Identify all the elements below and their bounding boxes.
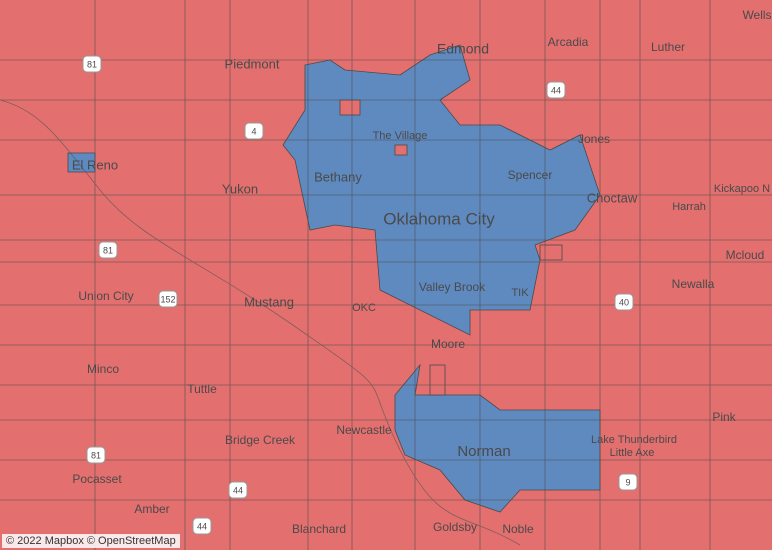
place-label: Yukon bbox=[222, 181, 258, 196]
shield-label: 44 bbox=[233, 485, 243, 495]
road-shield bbox=[614, 293, 634, 311]
place-label: Spencer bbox=[508, 168, 553, 182]
place-label: Amber bbox=[134, 502, 169, 516]
road-shield bbox=[228, 481, 248, 499]
place-label: The Village bbox=[373, 130, 428, 142]
road-shield bbox=[546, 81, 566, 99]
road-shield bbox=[98, 241, 118, 259]
place-label: Pocasset bbox=[72, 472, 122, 486]
place-label: Jones bbox=[578, 132, 610, 146]
place-label: Blanchard bbox=[292, 522, 346, 536]
road-shield bbox=[618, 473, 638, 491]
place-label: Kickapoo N bbox=[714, 183, 770, 195]
attribution: © 2022 Mapbox © OpenStreetMap bbox=[2, 534, 180, 548]
road-shield bbox=[86, 446, 106, 464]
place-label: Edmond bbox=[437, 41, 489, 57]
place-labels: Wells Edmond Arcadia Luther Piedmont El Reno T… bbox=[72, 8, 772, 536]
district bbox=[339, 99, 361, 116]
road-shield bbox=[158, 290, 178, 308]
place-label: Harrah bbox=[672, 201, 706, 213]
shield-label: 44 bbox=[551, 85, 561, 95]
place-label: Arcadia bbox=[548, 35, 589, 49]
road-shield bbox=[192, 517, 212, 535]
place-label: Newalla bbox=[672, 277, 715, 291]
river bbox=[0, 99, 521, 546]
place-label: El Reno bbox=[72, 157, 118, 172]
district bbox=[394, 144, 408, 156]
red-holes bbox=[339, 99, 563, 396]
place-label: Valley Brook bbox=[419, 280, 486, 294]
district bbox=[429, 364, 446, 396]
place-label: Bethany bbox=[314, 169, 362, 184]
shield-label: 81 bbox=[87, 59, 97, 69]
place-label: Bridge Creek bbox=[225, 433, 296, 447]
place-label: Norman bbox=[457, 443, 510, 460]
road-shield bbox=[82, 55, 102, 73]
place-label: Choctaw bbox=[587, 190, 638, 205]
place-label: Newcastle bbox=[336, 423, 392, 437]
place-label: Union City bbox=[78, 289, 133, 303]
place-label: Noble bbox=[502, 522, 534, 536]
district bbox=[539, 244, 563, 261]
place-label: TIK bbox=[511, 287, 529, 299]
place-label: Piedmont bbox=[225, 56, 280, 71]
okc-region bbox=[282, 44, 601, 336]
shield-label: 81 bbox=[91, 450, 101, 460]
shield-label: 152 bbox=[160, 294, 175, 304]
place-label: Minco bbox=[87, 362, 119, 376]
road-shield bbox=[244, 122, 264, 140]
place-label: OKC bbox=[352, 302, 376, 314]
place-label: Oklahoma City bbox=[383, 209, 495, 228]
place-label: Mustang bbox=[244, 294, 294, 309]
place-label: Pink bbox=[712, 410, 736, 424]
shield-label: 9 bbox=[625, 477, 630, 487]
blue-districts bbox=[67, 44, 601, 513]
shield-label: 4 bbox=[251, 126, 256, 136]
place-label: Lake Thunderbird bbox=[591, 434, 677, 446]
place-label: Mcloud bbox=[726, 248, 765, 262]
shield-label: 81 bbox=[103, 245, 113, 255]
place-label: Wells bbox=[742, 8, 771, 22]
shield-label: 40 bbox=[619, 297, 629, 307]
place-label: Moore bbox=[431, 337, 465, 351]
norman-region bbox=[394, 363, 601, 513]
shield-label: 44 bbox=[197, 521, 207, 531]
place-label: Goldsby bbox=[433, 520, 477, 534]
place-label: Little Axe bbox=[610, 447, 655, 459]
place-label: Tuttle bbox=[187, 382, 217, 396]
place-label: Luther bbox=[651, 40, 685, 54]
